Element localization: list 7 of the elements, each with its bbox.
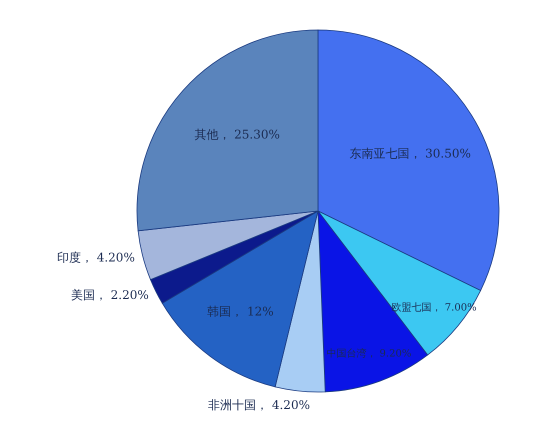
- slice-label: 印度， 4.20%: [56, 250, 135, 265]
- slice-label: 非洲十国， 4.20%: [208, 398, 310, 412]
- slice-label: 美国， 2.20%: [70, 288, 149, 302]
- slice-label: 东南亚七国， 30.50%: [349, 146, 471, 161]
- slice-label: 韩国， 12%: [207, 304, 274, 319]
- slice-label: 其他， 25.30%: [194, 128, 280, 142]
- slice-label: 中国台湾， 9.20%: [326, 347, 412, 360]
